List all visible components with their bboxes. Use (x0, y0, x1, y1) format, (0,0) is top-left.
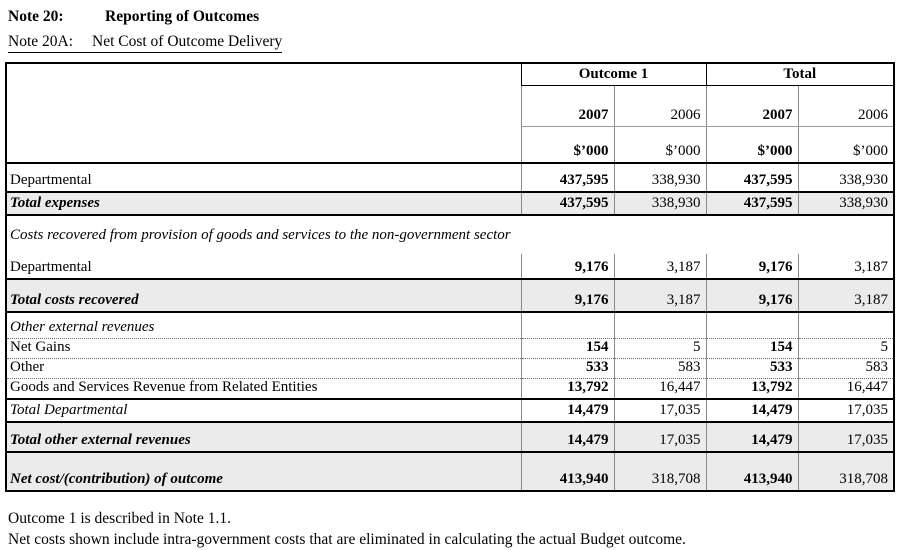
cell-value: 3,187 (797, 254, 895, 279)
cell-value: 533 (520, 358, 614, 379)
subnote-heading: Note 20A: Net Cost of Outcome Delivery (8, 33, 894, 53)
row-label: Total Departmental (6, 398, 521, 422)
row-label: Departmental (10, 259, 92, 275)
cell-value: 5 (797, 338, 895, 359)
cell-value: 3,187 (797, 278, 895, 313)
unit-header: $’000 (797, 126, 895, 164)
note-title: Reporting of Outcomes (105, 8, 260, 25)
cell-value: 413,940 (705, 451, 799, 492)
unit-header: $’000 (613, 126, 707, 164)
section-label: Other external revenues (10, 319, 155, 335)
row-departmental-costs-recovered: Departmental 9,176 3,187 9,176 3,187 (6, 254, 895, 279)
row-label: Net cost/(contribution) of outcome (6, 451, 521, 492)
cell-value: 14,479 (520, 421, 614, 453)
row-departmental-expenses: Departmental 437,595 338,930 437,595 338… (6, 163, 895, 192)
cell-value: 17,035 (613, 421, 707, 453)
row-label: Other (6, 358, 521, 379)
cell-value: 5 (613, 338, 707, 359)
cell-value (613, 312, 707, 339)
year-header-row: 2007 2006 2007 2006 (6, 85, 895, 127)
cell-value: 583 (613, 358, 707, 379)
group-header-row: Outcome 1 Total (6, 63, 895, 164)
cell-value: 533 (705, 358, 799, 379)
year-header: 2006 (797, 85, 895, 127)
row-label: Total other external revenues (6, 421, 521, 453)
row-other-external-revenues-section: Other external revenues (6, 312, 895, 339)
row-total-other-external-revenues: Total other external revenues 14,479 17,… (6, 421, 895, 453)
cell-value: 17,035 (797, 421, 895, 453)
cell-value (520, 312, 614, 339)
row-total-expenses: Total expenses 437,595 338,930 437,595 3… (6, 191, 895, 216)
cell-value: 13,792 (520, 378, 614, 399)
cell-value: 14,479 (705, 421, 799, 453)
subnote-title: Net Cost of Outcome Delivery (92, 33, 283, 50)
footnote-net-costs: Net costs shown include intra-government… (8, 531, 686, 548)
row-net-cost-of-outcome: Net cost/(contribution) of outcome 413,9… (6, 451, 895, 492)
row-net-gains: Net Gains 154 5 154 5 (6, 338, 895, 359)
year-header: 2007 (520, 85, 614, 127)
cell-value: 3,187 (613, 278, 707, 313)
cell-value: 318,708 (797, 451, 895, 492)
cell-value: 13,792 (705, 378, 799, 399)
subnote-number: Note 20A: (8, 33, 74, 50)
row-total-costs-recovered: Total costs recovered 9,176 3,187 9,176 … (6, 278, 895, 313)
row-goods-and-services-revenue: Goods and Services Revenue from Related … (6, 378, 895, 399)
cell-value: 16,447 (613, 378, 707, 399)
cell-value: 9,176 (520, 278, 614, 313)
cell-value (705, 312, 799, 339)
corner-cell (6, 63, 521, 164)
cell-value: 14,479 (705, 398, 799, 422)
unit-header: $’000 (520, 126, 614, 164)
cell-value: 338,930 (613, 191, 707, 216)
subnote-underline: Note 20A: Net Cost of Outcome Delivery (8, 33, 283, 53)
section-label: Costs recovered from provision of goods … (10, 226, 511, 243)
group-header-outcome-1: Outcome 1 (520, 63, 707, 86)
group-header-total: Total (705, 63, 895, 86)
cell-value: 437,595 (705, 191, 799, 216)
cell-value: 14,479 (520, 398, 614, 422)
cell-value: 154 (520, 338, 614, 359)
cell-value: 17,035 (613, 398, 707, 422)
cell-value: 17,035 (797, 398, 895, 422)
unit-header: $’000 (705, 126, 799, 164)
cell-value: 437,595 (520, 191, 614, 216)
cell-value: 9,176 (705, 278, 799, 313)
cell-value: 338,930 (797, 163, 895, 192)
cell-value: 3,187 (613, 254, 707, 279)
cell-value: 9,176 (705, 254, 799, 279)
cell-value: 154 (705, 338, 799, 359)
row-label: Goods and Services Revenue from Related … (6, 378, 521, 399)
cell-value: 9,176 (520, 254, 614, 279)
row-total-departmental: Total Departmental 14,479 17,035 14,479 … (6, 398, 895, 422)
cell-value: 338,930 (797, 191, 895, 216)
note-heading: Note 20: Reporting of Outcomes (8, 8, 894, 26)
cell-value: 338,930 (613, 163, 707, 192)
cell-value: 16,447 (797, 378, 895, 399)
note-number: Note 20: (8, 8, 64, 25)
footnote-outcome-description: Outcome 1 is described in Note 1.1. (8, 510, 231, 527)
row-label: Net Gains (6, 338, 521, 359)
row-label: Total costs recovered (6, 278, 521, 313)
year-header: 2007 (705, 85, 799, 127)
row-label: Total expenses (6, 191, 521, 216)
net-cost-of-outcome-table: Outcome 1 Total 2007 2006 2007 2006 $’00… (5, 62, 896, 492)
row-other: Other 533 583 533 583 (6, 358, 895, 379)
cell-value: 437,595 (705, 163, 799, 192)
cell-value: 413,940 (520, 451, 614, 492)
cell-value: 583 (797, 358, 895, 379)
footnotes: Outcome 1 is described in Note 1.1. Net … (8, 508, 894, 550)
unit-header-row: $’000 $’000 $’000 $’000 (6, 126, 895, 164)
cell-value (797, 312, 895, 339)
row-costs-recovered-section: Costs recovered from provision of goods … (6, 215, 894, 254)
row-label: Departmental (10, 172, 92, 188)
cell-value: 437,595 (520, 163, 614, 192)
cell-value: 318,708 (613, 451, 707, 492)
year-header: 2006 (613, 85, 707, 127)
